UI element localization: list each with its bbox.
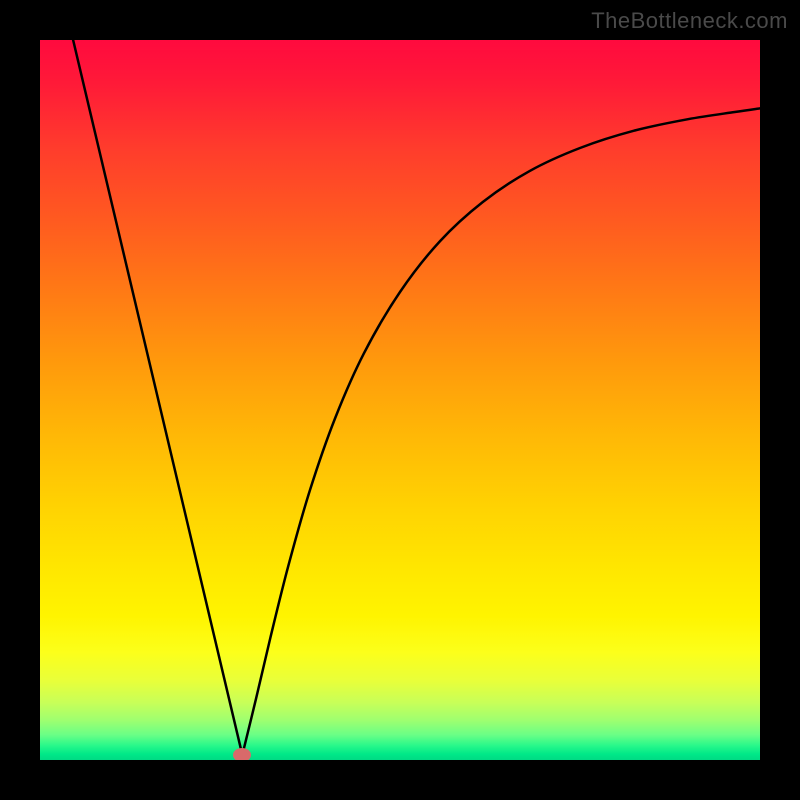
watermark-text: TheBottleneck.com (591, 8, 788, 34)
plot-area (40, 40, 760, 760)
bottleneck-curve (40, 40, 760, 760)
minimum-marker (233, 748, 251, 760)
